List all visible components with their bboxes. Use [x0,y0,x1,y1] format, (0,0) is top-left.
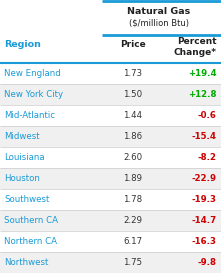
Text: New York City: New York City [4,90,64,99]
Text: Region: Region [4,40,41,49]
Text: Natural Gas: Natural Gas [128,7,191,16]
Text: Northern CA: Northern CA [4,237,57,246]
Text: -0.6: -0.6 [198,111,217,120]
Text: New England: New England [4,69,61,78]
Text: +12.8: +12.8 [188,90,217,99]
Text: 2.60: 2.60 [123,153,142,162]
Text: Mid-Atlantic: Mid-Atlantic [4,111,55,120]
Bar [0,105,221,126]
Text: 1.89: 1.89 [123,174,142,183]
Text: -9.8: -9.8 [198,258,217,267]
Text: 1.50: 1.50 [123,90,142,99]
Text: Houston: Houston [4,174,40,183]
Text: Midwest: Midwest [4,132,40,141]
Bar [0,168,221,189]
Bar [0,189,221,210]
Text: Southwest: Southwest [4,195,50,204]
Text: -14.7: -14.7 [191,216,217,225]
Text: 1.78: 1.78 [123,195,142,204]
Text: 1.44: 1.44 [123,111,142,120]
Bar [0,252,221,273]
Bar [0,231,221,252]
Bar [0,126,221,147]
Text: +19.4: +19.4 [188,69,217,78]
Text: -19.3: -19.3 [192,195,217,204]
Text: Price: Price [120,40,145,49]
Text: 1.73: 1.73 [123,69,142,78]
Text: Southern CA: Southern CA [4,216,58,225]
Text: Northwest: Northwest [4,258,49,267]
Text: 1.75: 1.75 [123,258,142,267]
Text: -16.3: -16.3 [192,237,217,246]
Text: 1.86: 1.86 [123,132,142,141]
Bar [0,210,221,231]
Text: Percent
Change*: Percent Change* [173,37,217,57]
Text: 2.29: 2.29 [123,216,142,225]
Text: -22.9: -22.9 [192,174,217,183]
Bar [0,63,221,84]
Text: -15.4: -15.4 [192,132,217,141]
Bar [0,84,221,105]
Bar [0,147,221,168]
Text: Louisiana: Louisiana [4,153,45,162]
Text: 6.17: 6.17 [123,237,142,246]
Text: -8.2: -8.2 [198,153,217,162]
Text: ($/million Btu): ($/million Btu) [129,19,189,28]
